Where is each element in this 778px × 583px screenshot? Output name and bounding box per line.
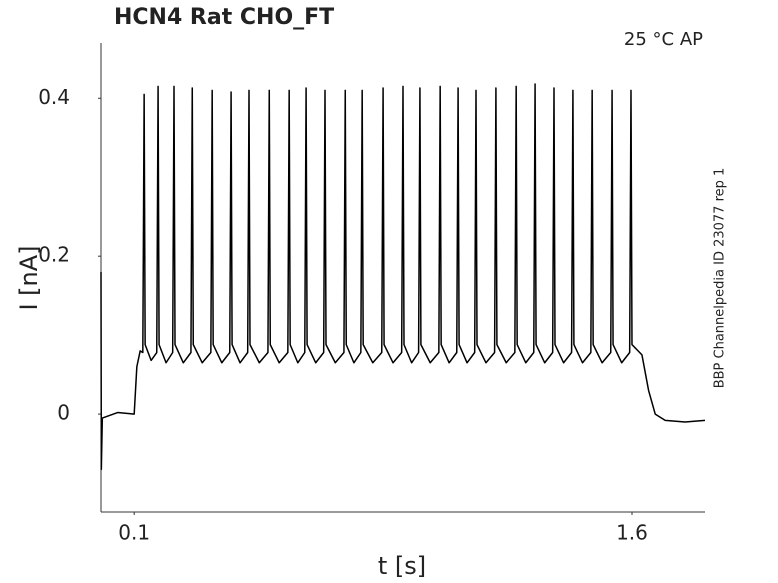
x-axis-label: t [s] [378,552,426,580]
y-axis-label: I [nA] [15,245,43,310]
x-tick-label: 1.6 [616,521,648,545]
y-tick-label: 0 [57,401,70,425]
x-tick-label: 0.1 [118,521,150,545]
y-tick-label: 0.4 [38,85,70,109]
y-tick-label: 0.2 [38,243,70,267]
side-note: BBP Channelpedia ID 23077 rep 1 [713,168,728,389]
annotation: 25 °C AP [624,29,703,50]
trace-line [100,83,706,471]
chart-title: HCN4 Rat CHO_FT [114,5,334,30]
